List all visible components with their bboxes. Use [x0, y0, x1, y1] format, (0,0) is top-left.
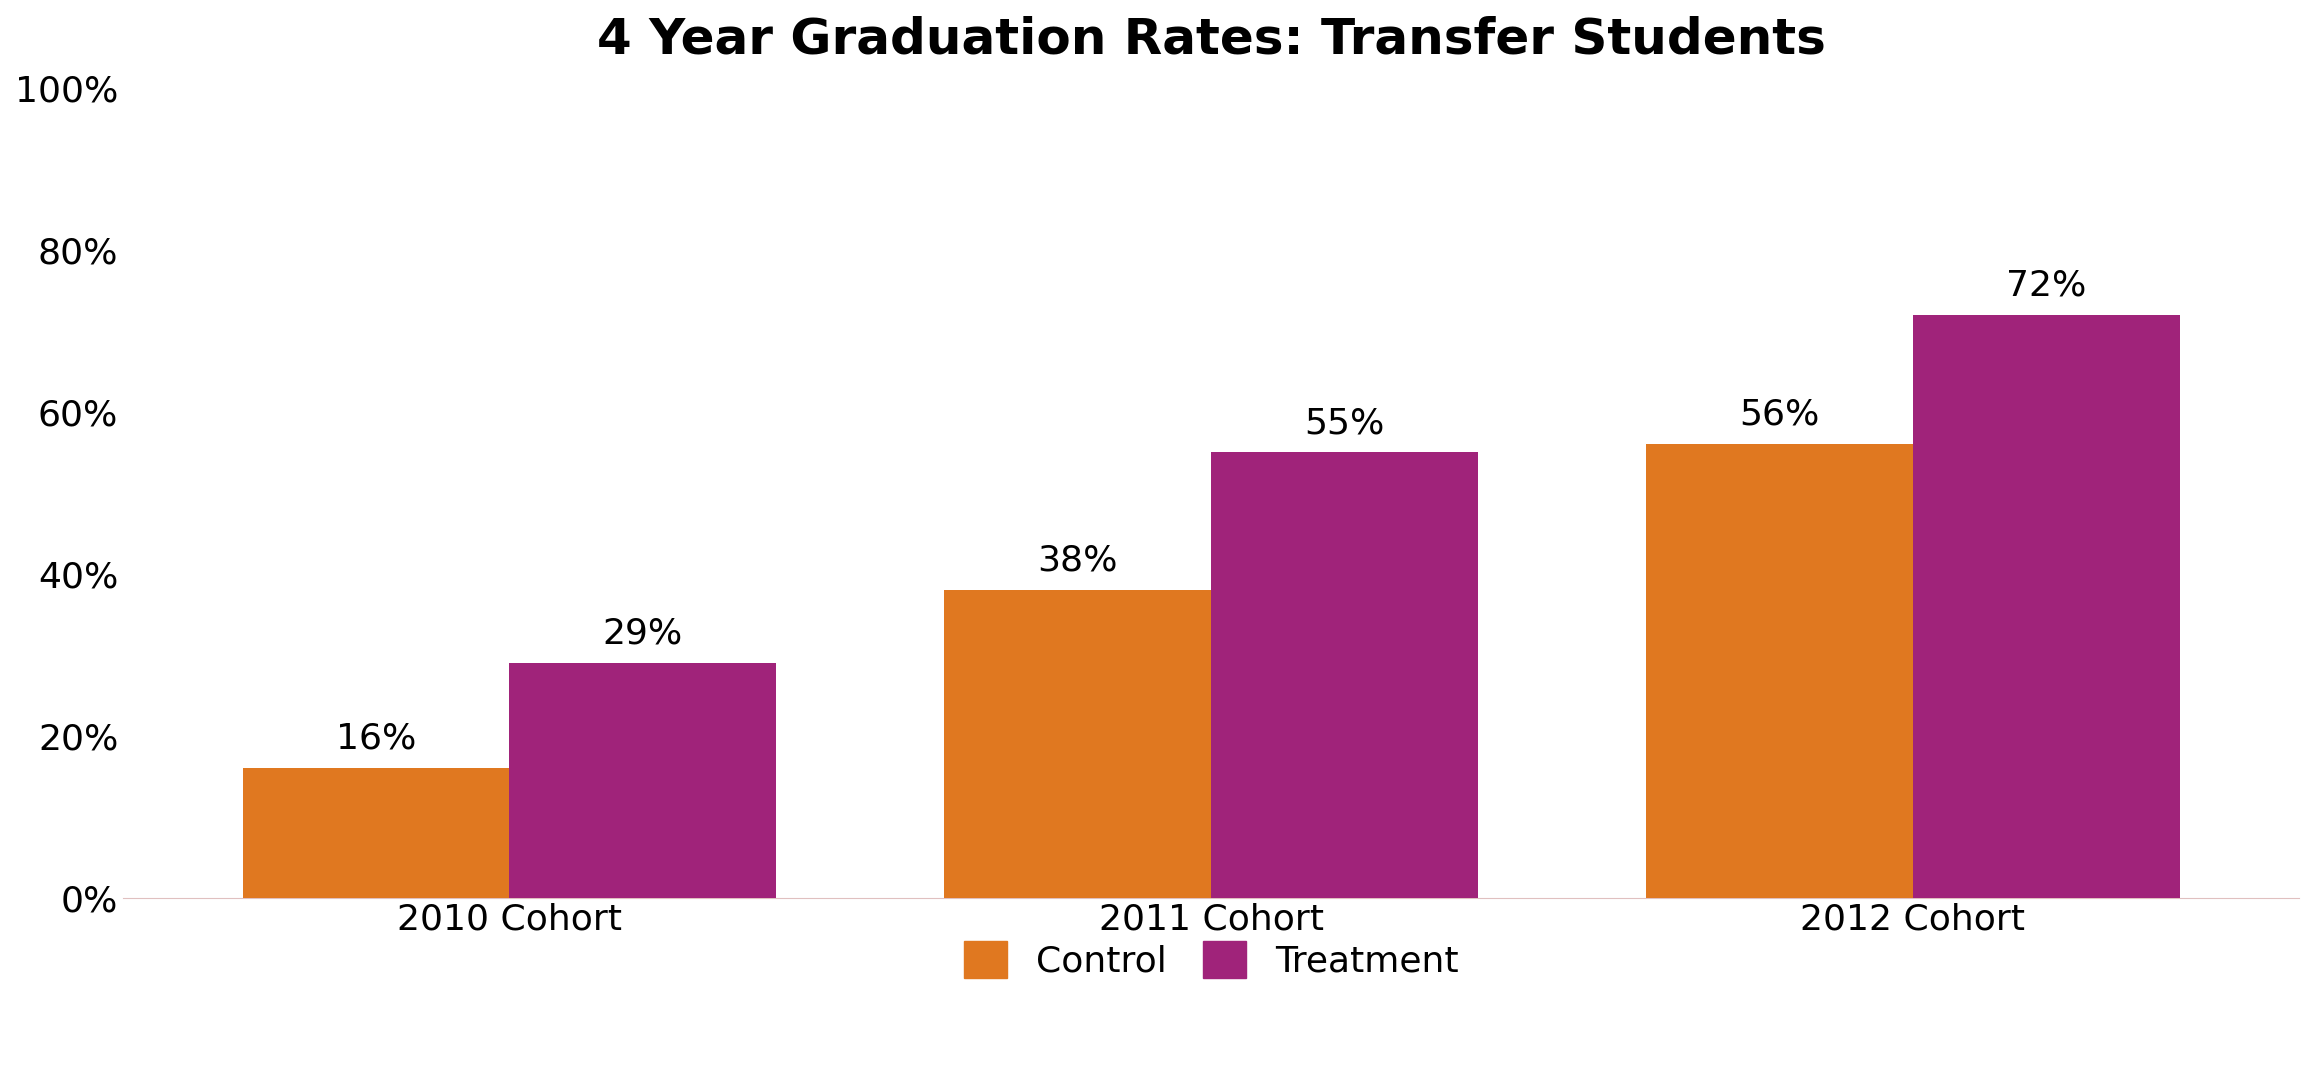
- Text: 16%: 16%: [336, 722, 417, 756]
- Bar: [1210, 453, 1479, 898]
- Bar: [509, 663, 775, 898]
- Legend: Control, Treatment: Control, Treatment: [949, 927, 1474, 993]
- Bar: [944, 590, 1210, 898]
- Bar: [243, 768, 509, 898]
- Bar: [1914, 315, 2180, 898]
- Text: 56%: 56%: [1740, 398, 1819, 432]
- Text: 29%: 29%: [602, 617, 683, 650]
- Text: 55%: 55%: [1305, 406, 1384, 440]
- Bar: [1645, 444, 1914, 898]
- Text: 38%: 38%: [1037, 544, 1118, 577]
- Text: 72%: 72%: [2006, 269, 2087, 302]
- Title: 4 Year Graduation Rates: Transfer Students: 4 Year Graduation Rates: Transfer Studen…: [597, 15, 1826, 63]
